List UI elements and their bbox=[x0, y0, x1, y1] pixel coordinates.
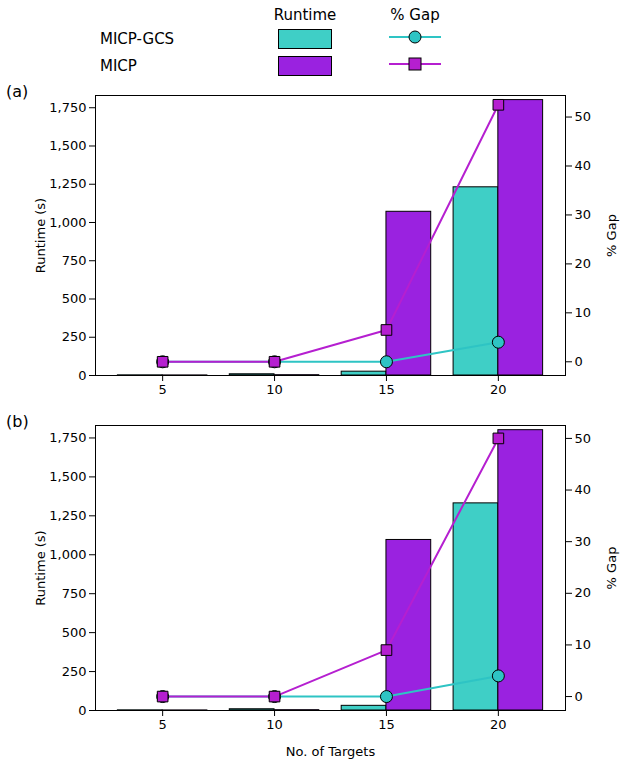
svg-text:30: 30 bbox=[575, 534, 592, 549]
html-text:% Gap: % Gap bbox=[390, 5, 440, 24]
svg-text:40: 40 bbox=[575, 482, 592, 497]
svg-text:Runtime (s): Runtime (s) bbox=[33, 198, 48, 273]
svg-text:15: 15 bbox=[378, 717, 395, 732]
svg-text:20: 20 bbox=[575, 256, 592, 271]
svg-text:10: 10 bbox=[575, 637, 592, 652]
svg-text:0: 0 bbox=[575, 689, 583, 704]
svg-text:1,000: 1,000 bbox=[49, 215, 86, 230]
svg-text:250: 250 bbox=[62, 664, 87, 679]
svg-text:50: 50 bbox=[575, 431, 592, 446]
svg-text:5: 5 bbox=[159, 382, 167, 397]
svg-text:1,000: 1,000 bbox=[49, 547, 86, 562]
svg-text:5: 5 bbox=[159, 717, 167, 732]
svg-text:750: 750 bbox=[62, 253, 87, 268]
svg-text:Runtime (s): Runtime (s) bbox=[33, 530, 48, 605]
html-text:(a): (a) bbox=[6, 82, 29, 101]
html-text:MICP: MICP bbox=[100, 57, 137, 76]
svg-text:500: 500 bbox=[62, 625, 87, 640]
svg-text:% Gap: % Gap bbox=[604, 214, 619, 257]
svg-text:10: 10 bbox=[266, 382, 283, 397]
svg-text:50: 50 bbox=[575, 109, 592, 124]
svg-text:No. of Targets: No. of Targets bbox=[286, 744, 376, 759]
html-text:(b): (b) bbox=[6, 412, 29, 431]
svg-text:10: 10 bbox=[575, 305, 592, 320]
svg-text:0: 0 bbox=[78, 703, 86, 718]
svg-text:250: 250 bbox=[62, 329, 87, 344]
svg-text:1,750: 1,750 bbox=[49, 430, 86, 445]
svg-text:1,500: 1,500 bbox=[49, 469, 86, 484]
svg-text:% Gap: % Gap bbox=[604, 547, 619, 590]
svg-text:1,500: 1,500 bbox=[49, 138, 86, 153]
html-text:Runtime: Runtime bbox=[273, 5, 337, 24]
svg-text:750: 750 bbox=[62, 586, 87, 601]
svg-text:30: 30 bbox=[575, 207, 592, 222]
svg-text:1,750: 1,750 bbox=[49, 100, 86, 115]
svg-text:20: 20 bbox=[575, 585, 592, 600]
svg-text:20: 20 bbox=[490, 717, 507, 732]
svg-text:10: 10 bbox=[266, 717, 283, 732]
html-text:MICP-GCS: MICP-GCS bbox=[100, 30, 175, 48]
svg-text:1,250: 1,250 bbox=[49, 508, 86, 523]
svg-text:40: 40 bbox=[575, 158, 592, 173]
svg-text:0: 0 bbox=[78, 368, 86, 383]
svg-text:15: 15 bbox=[378, 382, 395, 397]
svg-text:1,250: 1,250 bbox=[49, 176, 86, 191]
svg-text:0: 0 bbox=[575, 354, 583, 369]
svg-text:500: 500 bbox=[62, 291, 87, 306]
svg-text:20: 20 bbox=[490, 382, 507, 397]
